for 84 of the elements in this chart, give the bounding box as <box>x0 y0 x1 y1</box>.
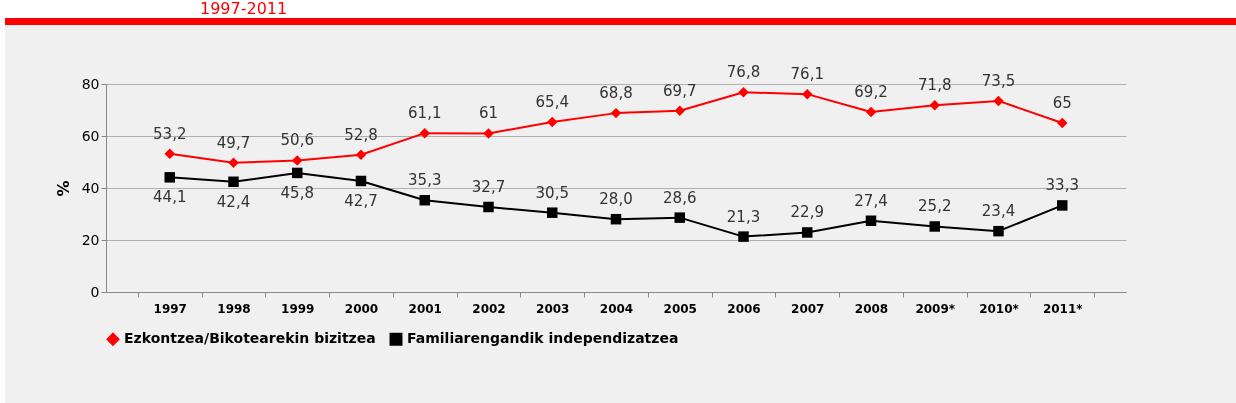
point <box>802 88 813 100</box>
data-label: 61,1 <box>408 104 442 123</box>
data-label: 27,4 <box>854 191 888 210</box>
x-tick-label: 2002 <box>472 301 506 316</box>
point <box>610 213 622 225</box>
x-tick-label: 2010* <box>979 301 1020 316</box>
x-tick-label: 1999 <box>281 301 315 316</box>
data-label: 69,7 <box>663 81 697 100</box>
point <box>929 100 940 111</box>
point <box>419 127 430 139</box>
x-tick-label: 1998 <box>217 301 251 316</box>
y-tick-label: 60 <box>81 127 100 144</box>
x-tick-label: 1997 <box>153 301 187 316</box>
data-label: 33,3 <box>1045 176 1079 195</box>
point <box>292 155 303 166</box>
point <box>738 231 749 242</box>
y-tick-label: 20 <box>81 231 100 248</box>
x-tick-label: 2000 <box>344 301 379 316</box>
data-label: 49,7 <box>216 133 251 152</box>
point <box>674 212 685 223</box>
data-label: 23,4 <box>981 202 1016 221</box>
x-tick-label: 2006 <box>727 301 761 316</box>
y-axis-title: % <box>53 180 73 197</box>
data-label: 45,8 <box>280 183 314 202</box>
point <box>929 221 940 232</box>
point <box>865 215 877 226</box>
data-label: 42,4 <box>216 192 251 211</box>
data-label: 68,8 <box>599 84 633 103</box>
point <box>865 106 877 118</box>
data-label: 76,1 <box>790 65 824 84</box>
point <box>802 227 813 238</box>
point <box>674 105 685 117</box>
data-label: 35,3 <box>408 171 442 190</box>
data-label: 25,2 <box>918 197 952 216</box>
x-tick-label: 2003 <box>536 301 570 316</box>
x-tick-label: 2011* <box>1042 301 1084 316</box>
point <box>164 172 175 183</box>
data-label: 65 <box>1052 94 1072 112</box>
point <box>547 116 558 128</box>
point <box>419 194 430 206</box>
point <box>993 95 1004 107</box>
data-label: 28,6 <box>663 188 697 207</box>
data-label: 61 <box>478 104 499 123</box>
y-tick-label: 40 <box>81 179 100 196</box>
data-label: 76,8 <box>726 63 761 82</box>
data-label: 50,6 <box>280 131 314 150</box>
data-label: 22,9 <box>790 203 824 222</box>
y-tick-label: 80 <box>81 75 100 92</box>
x-tick-label: 2009* <box>915 301 956 316</box>
data-label: 42,7 <box>344 191 378 210</box>
chart-title: 1997-2011 <box>199 0 289 18</box>
legend-label: Ezkontzea/Bikotearekin bizitzea <box>124 330 376 347</box>
data-label: 21,3 <box>726 207 761 226</box>
point <box>610 107 622 119</box>
point <box>993 225 1004 237</box>
point <box>1057 117 1068 129</box>
point <box>292 167 303 179</box>
point <box>1057 200 1068 211</box>
point <box>355 175 367 187</box>
x-tick-label: 2005 <box>663 301 697 316</box>
data-label: 69,2 <box>854 83 888 102</box>
legend-label: Familiarengandik independizatzea <box>407 330 679 347</box>
x-tick-label: 2001 <box>408 301 442 316</box>
point <box>547 207 558 218</box>
data-label: 30,5 <box>535 183 569 202</box>
y-tick-label: 0 <box>90 283 100 300</box>
point <box>483 201 494 213</box>
data-label: 73,5 <box>981 71 1016 90</box>
point <box>355 149 367 160</box>
data-label: 53,2 <box>153 124 187 143</box>
data-label: 44,1 <box>153 188 187 207</box>
point <box>164 148 175 159</box>
x-tick-label: 2007 <box>791 301 825 316</box>
data-label: 52,8 <box>344 125 378 144</box>
x-tick-label: 2004 <box>599 301 634 316</box>
data-label: 71,8 <box>918 76 952 95</box>
data-label: 28,0 <box>599 190 633 209</box>
point <box>228 157 239 169</box>
data-label: 65,4 <box>535 92 569 111</box>
point <box>483 128 494 139</box>
data-label: 32,7 <box>471 177 506 196</box>
x-tick-label: 2008 <box>854 301 889 316</box>
point <box>738 87 749 98</box>
point <box>228 176 239 187</box>
